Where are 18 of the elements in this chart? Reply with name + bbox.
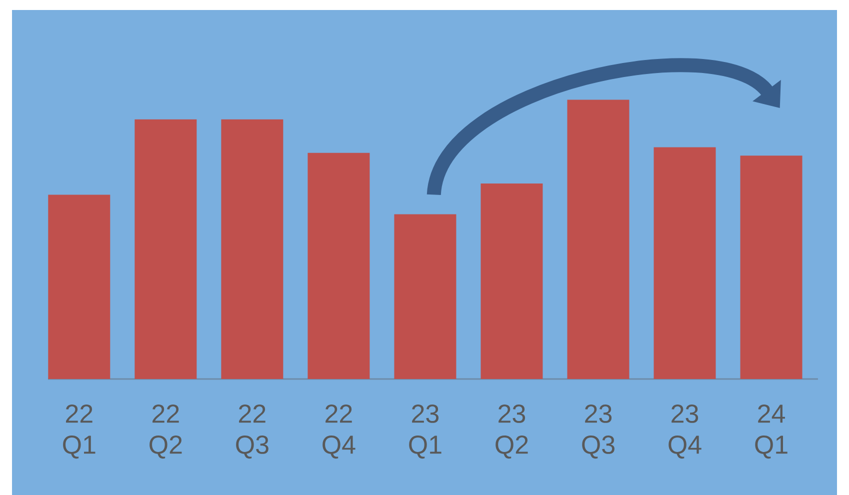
x-tick-label: 22 Q4: [322, 404, 356, 459]
x-tick-label: 22 Q2: [150, 404, 182, 459]
x-tick-label: 23 Q3: [582, 404, 614, 459]
x-tick-label: 22 Q3: [236, 404, 268, 459]
x-tick-label: 24 Q1: [755, 404, 788, 459]
bar: [48, 194, 110, 379]
x-tick-label: 23 Q2: [496, 404, 528, 459]
bar: [740, 156, 802, 379]
x-tick-label: 22 Q1: [63, 404, 96, 459]
x-tick-label: 23 Q1: [409, 404, 442, 459]
bar: [480, 184, 543, 379]
bar: [221, 119, 284, 379]
bar: [654, 147, 716, 379]
bar: [134, 119, 197, 379]
bar: [567, 100, 630, 379]
bar: [394, 214, 456, 379]
x-tick-label: 23 Q4: [668, 404, 702, 459]
bar: [308, 152, 370, 379]
